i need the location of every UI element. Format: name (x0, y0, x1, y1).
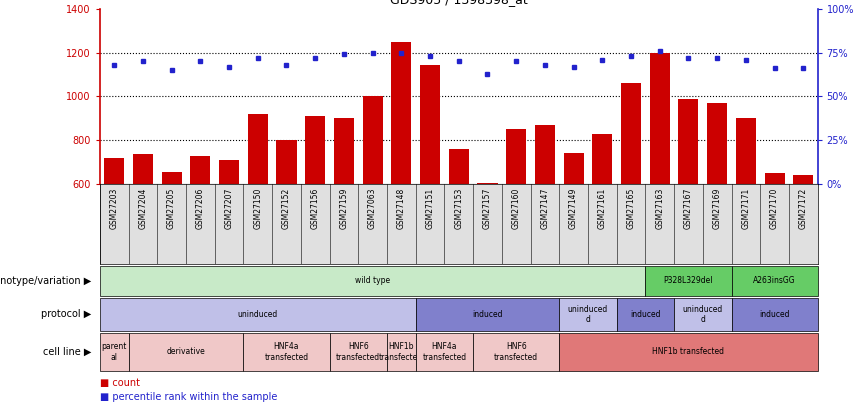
Bar (420, 65, 440, 315)
Bar (649, 53, 670, 315)
Text: HNF1b transfected: HNF1b transfected (653, 347, 725, 356)
Text: GSM27159: GSM27159 (339, 188, 348, 229)
Text: GSM27150: GSM27150 (253, 188, 262, 229)
Text: derivative: derivative (167, 347, 206, 356)
Text: GSM27172: GSM27172 (799, 188, 808, 229)
Text: P328L329del: P328L329del (664, 276, 713, 286)
Bar (276, 140, 297, 315)
Text: induced: induced (630, 310, 661, 319)
Text: HNF1b
transfected: HNF1b transfected (379, 342, 424, 362)
Bar (306, 116, 326, 315)
Bar (506, 129, 526, 315)
Text: parent
al: parent al (102, 342, 127, 362)
Text: GSM27171: GSM27171 (741, 188, 750, 229)
Text: HNF4a
transfected: HNF4a transfected (265, 342, 308, 362)
Bar (247, 114, 268, 315)
Bar (190, 156, 210, 315)
Text: GSM27151: GSM27151 (425, 188, 435, 229)
Bar (334, 118, 354, 315)
Text: GSM27152: GSM27152 (282, 188, 291, 229)
Bar (621, 83, 641, 315)
Text: GSM27160: GSM27160 (511, 188, 521, 229)
Text: GSM27153: GSM27153 (454, 188, 464, 229)
Text: genotype/variation ▶: genotype/variation ▶ (0, 276, 91, 286)
Text: A263insGG: A263insGG (753, 276, 796, 286)
Text: ■ percentile rank within the sample: ■ percentile rank within the sample (100, 392, 277, 402)
Bar (736, 118, 756, 315)
Text: GSM27163: GSM27163 (655, 188, 664, 229)
Text: GSM27063: GSM27063 (368, 188, 377, 229)
Text: ■ count: ■ count (100, 379, 140, 388)
Text: GSM27203: GSM27203 (109, 188, 119, 229)
Text: induced: induced (472, 310, 503, 319)
Bar (707, 103, 727, 315)
Text: GSM27207: GSM27207 (225, 188, 233, 229)
Text: HNF6
transfected: HNF6 transfected (494, 342, 538, 362)
Title: GDS905 / 1398398_at: GDS905 / 1398398_at (390, 0, 528, 6)
Text: GSM27156: GSM27156 (311, 188, 319, 229)
Bar (793, 175, 813, 315)
Bar (219, 160, 239, 315)
Text: uninduced
d: uninduced d (568, 305, 608, 324)
Text: GSM27169: GSM27169 (713, 188, 721, 229)
Bar (133, 154, 153, 315)
Bar (104, 158, 124, 315)
Bar (765, 173, 785, 315)
Text: induced: induced (760, 310, 790, 319)
Text: GSM27204: GSM27204 (138, 188, 148, 229)
Text: GSM27157: GSM27157 (483, 188, 492, 229)
Text: wild type: wild type (355, 276, 390, 286)
Text: GSM27206: GSM27206 (196, 188, 205, 229)
Bar (161, 172, 181, 315)
Text: GSM27148: GSM27148 (397, 188, 406, 229)
Bar (679, 98, 699, 315)
Bar (592, 134, 612, 315)
Text: cell line ▶: cell line ▶ (43, 347, 91, 357)
Text: GSM27161: GSM27161 (598, 188, 607, 229)
Text: GSM27165: GSM27165 (627, 188, 635, 229)
Text: protocol ▶: protocol ▶ (41, 309, 91, 320)
Text: GSM27167: GSM27167 (684, 188, 693, 229)
Bar (535, 125, 555, 315)
Bar (391, 42, 411, 315)
Text: GSM27149: GSM27149 (569, 188, 578, 229)
Text: uninduced
d: uninduced d (682, 305, 723, 324)
Text: HNF4a
transfected: HNF4a transfected (423, 342, 466, 362)
Bar (477, 183, 497, 315)
Bar (363, 96, 383, 315)
Text: HNF6
transfected: HNF6 transfected (336, 342, 380, 362)
Text: GSM27170: GSM27170 (770, 188, 779, 229)
Text: GSM27147: GSM27147 (541, 188, 549, 229)
Bar (449, 149, 469, 315)
Text: uninduced: uninduced (238, 310, 278, 319)
Text: GSM27205: GSM27205 (168, 188, 176, 229)
Bar (563, 153, 583, 315)
